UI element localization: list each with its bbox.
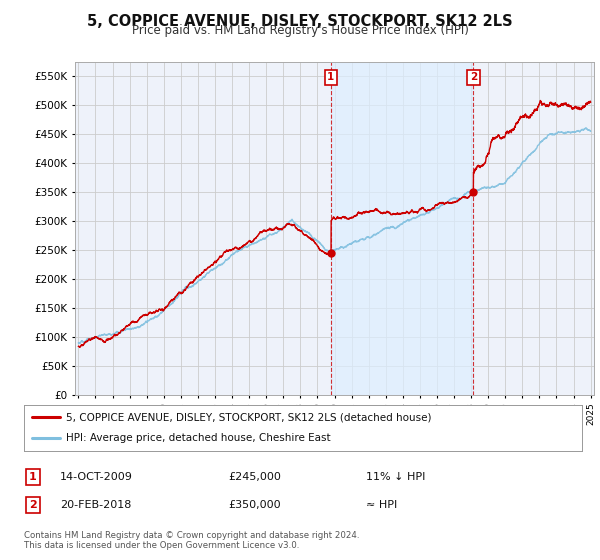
- Text: Price paid vs. HM Land Registry's House Price Index (HPI): Price paid vs. HM Land Registry's House …: [131, 24, 469, 36]
- Text: £245,000: £245,000: [228, 472, 281, 482]
- Text: Contains HM Land Registry data © Crown copyright and database right 2024.
This d: Contains HM Land Registry data © Crown c…: [24, 531, 359, 550]
- Text: ≈ HPI: ≈ HPI: [366, 500, 397, 510]
- Text: 5, COPPICE AVENUE, DISLEY, STOCKPORT, SK12 2LS: 5, COPPICE AVENUE, DISLEY, STOCKPORT, SK…: [87, 14, 513, 29]
- Text: 11% ↓ HPI: 11% ↓ HPI: [366, 472, 425, 482]
- Text: 20-FEB-2018: 20-FEB-2018: [60, 500, 131, 510]
- Text: 14-OCT-2009: 14-OCT-2009: [60, 472, 133, 482]
- Text: 1: 1: [327, 72, 335, 82]
- Bar: [331, 62, 473, 395]
- Text: 1: 1: [29, 472, 37, 482]
- Text: 2: 2: [29, 500, 37, 510]
- Text: HPI: Average price, detached house, Cheshire East: HPI: Average price, detached house, Ches…: [66, 433, 331, 444]
- Text: 5, COPPICE AVENUE, DISLEY, STOCKPORT, SK12 2LS (detached house): 5, COPPICE AVENUE, DISLEY, STOCKPORT, SK…: [66, 412, 431, 422]
- Text: £350,000: £350,000: [228, 500, 281, 510]
- Text: 2: 2: [470, 72, 477, 82]
